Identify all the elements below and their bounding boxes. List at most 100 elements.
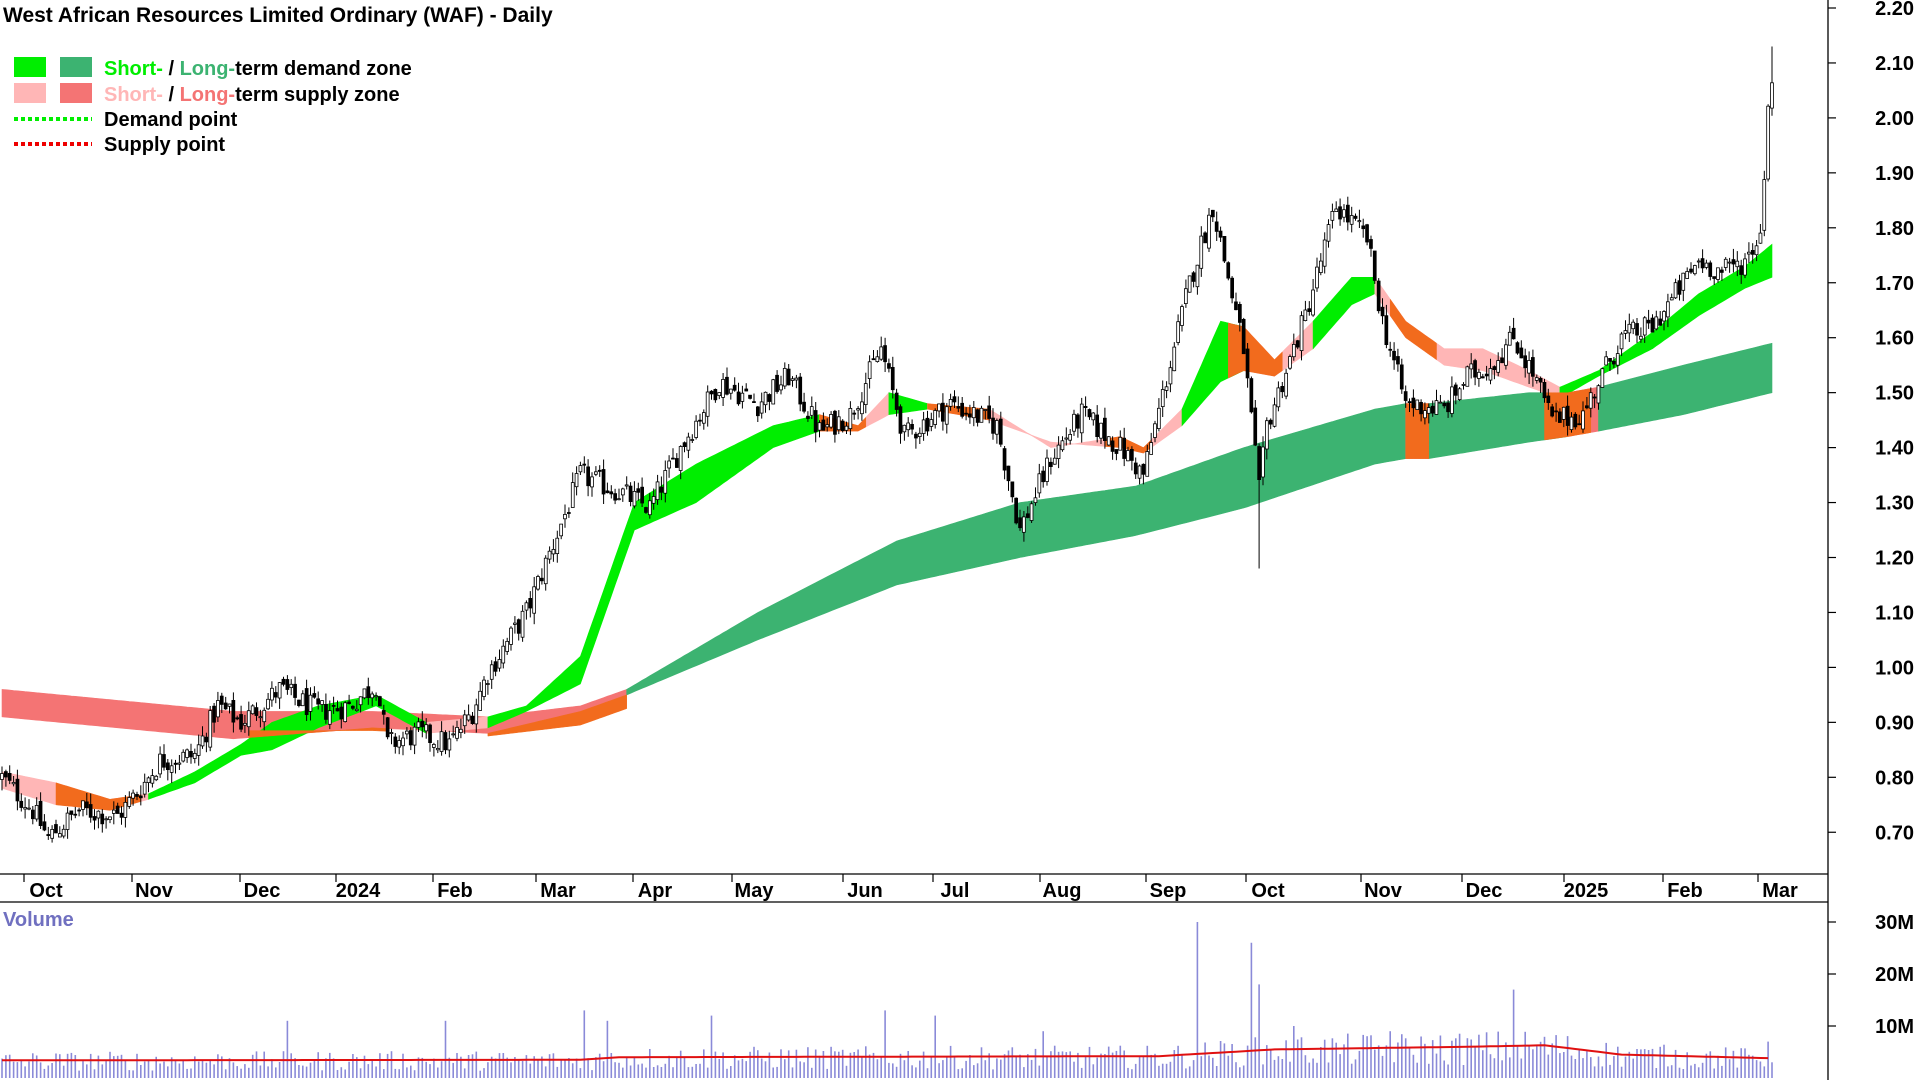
candle-body: [281, 678, 286, 685]
candle-body: [401, 737, 405, 747]
candle-body: [1453, 384, 1458, 396]
candle: [212, 703, 216, 733]
candle: [1731, 248, 1736, 273]
candle-body: [929, 419, 934, 427]
candle: [1546, 388, 1551, 410]
candle-body: [609, 491, 614, 495]
candle: [528, 591, 533, 618]
candle: [740, 385, 745, 409]
candle: [636, 482, 641, 501]
candle: [1234, 292, 1238, 311]
candle-body: [574, 473, 579, 488]
candle-body: [1554, 410, 1558, 413]
candle-body: [138, 795, 143, 799]
candle-body: [632, 490, 637, 507]
price-candles: [0, 46, 1774, 843]
candle: [1153, 420, 1157, 443]
candle: [1199, 226, 1204, 277]
candle-body: [1685, 271, 1689, 279]
candle-body: [1253, 407, 1258, 446]
candle-body: [667, 460, 672, 469]
candle: [489, 660, 494, 689]
candle: [532, 577, 537, 625]
candle-body: [1654, 316, 1659, 330]
candle-body: [1072, 413, 1076, 432]
candle-body: [894, 392, 899, 410]
candle: [613, 488, 618, 505]
candle: [1230, 276, 1234, 304]
candle: [196, 734, 201, 766]
candle-body: [443, 732, 448, 751]
candle: [987, 395, 992, 424]
candle: [690, 434, 695, 443]
candle-body: [85, 801, 89, 809]
candle: [941, 393, 945, 431]
candle-body: [1739, 265, 1743, 275]
candle: [570, 472, 575, 508]
candle-body: [1033, 497, 1038, 503]
candle: [1469, 353, 1474, 379]
candle: [1534, 374, 1539, 384]
candle: [1322, 232, 1327, 274]
candle-body: [19, 800, 24, 808]
candle-body: [767, 394, 772, 402]
candle: [112, 801, 116, 825]
candle: [1280, 382, 1285, 399]
candle: [451, 725, 456, 738]
price-tick-label: 0.70: [1875, 822, 1914, 844]
candle: [1666, 293, 1670, 328]
candle: [1372, 250, 1377, 284]
candle-body: [11, 782, 16, 785]
candle-body: [1149, 442, 1153, 455]
candle: [1376, 278, 1381, 314]
candle: [1311, 279, 1315, 317]
candle-body: [1469, 363, 1474, 370]
candle-body: [1091, 412, 1096, 421]
candle-body: [1423, 410, 1427, 419]
candle-body: [250, 705, 255, 715]
long-term-zone-demand-segment: [1598, 342, 1773, 432]
candle-body: [1689, 268, 1693, 273]
candle: [586, 459, 591, 497]
candle-body: [1488, 368, 1493, 381]
candle-body: [944, 406, 949, 425]
candle: [131, 789, 135, 806]
candle: [1646, 309, 1651, 329]
candle-body: [1079, 403, 1084, 434]
candle-body: [482, 679, 486, 697]
candle: [1180, 304, 1184, 332]
candle-body: [709, 390, 714, 395]
candle-body: [1272, 404, 1277, 427]
candle-body: [115, 805, 120, 814]
candle-body: [852, 412, 857, 415]
candle-body: [77, 809, 81, 812]
candle-body: [1099, 422, 1103, 439]
date-tick-label: Mar: [1762, 880, 1798, 902]
candle: [1087, 408, 1092, 420]
candle: [158, 746, 162, 778]
candle-body: [219, 695, 224, 705]
legend-supply-sep: /: [163, 84, 180, 106]
candle: [162, 744, 166, 771]
candle-body: [1461, 383, 1466, 386]
candle-body: [1577, 423, 1581, 426]
legend-swatch-long-supply: [60, 83, 92, 103]
candle: [524, 600, 529, 620]
candle: [1596, 384, 1601, 410]
short-term-zone-demand-segment: [1559, 243, 1773, 399]
candle: [1396, 348, 1400, 372]
candle: [1457, 387, 1462, 402]
candle-body: [316, 698, 321, 705]
candle-body: [1361, 225, 1366, 230]
candle: [617, 488, 621, 501]
candle-body: [1407, 401, 1412, 404]
candle: [1554, 402, 1558, 422]
candle: [1110, 436, 1115, 460]
legend-item-supply-point: Supply point: [104, 134, 225, 156]
candle: [324, 693, 328, 724]
candle-body: [1426, 407, 1431, 414]
candle: [1118, 430, 1123, 451]
candle: [574, 466, 579, 496]
candle-body: [1762, 179, 1767, 231]
candle: [551, 539, 556, 562]
